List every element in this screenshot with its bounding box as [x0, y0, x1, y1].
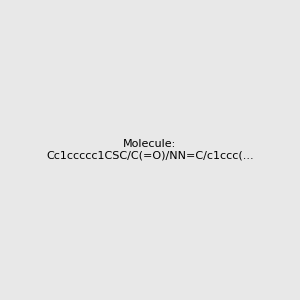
Text: Molecule:
Cc1ccccc1CSC/C(=O)/NN=C/c1ccc(...: Molecule: Cc1ccccc1CSC/C(=O)/NN=C/c1ccc(… — [46, 139, 254, 161]
